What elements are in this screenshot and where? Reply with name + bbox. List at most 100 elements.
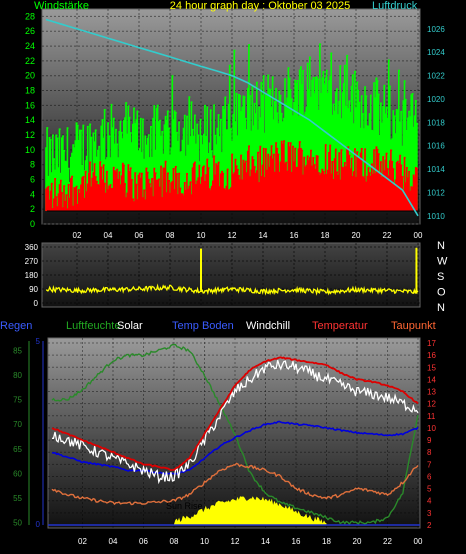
direction-tick-label: 180 <box>25 271 39 280</box>
direction-tick-label: 90 <box>29 285 38 294</box>
wind-series <box>45 140 418 211</box>
x-tick-label: 16 <box>290 231 299 240</box>
solar-area <box>174 496 327 525</box>
gust-series <box>45 43 418 211</box>
wind-tick-label: 20 <box>25 71 35 81</box>
dewpoint-series <box>51 462 419 506</box>
pressure-tick-label: 1022 <box>427 72 445 81</box>
x-tick-label: 00 <box>414 231 423 240</box>
temp-tick-label: 16 <box>427 351 436 360</box>
x-tick-label: 22 <box>383 231 392 240</box>
temperature-series <box>51 356 419 472</box>
x-tick-label: 02 <box>78 537 87 546</box>
windchill-series <box>52 359 419 485</box>
wind-tick-label: 10 <box>25 145 35 155</box>
wind-axis-label: Windstärke <box>34 0 89 12</box>
compass-label: W <box>437 256 448 268</box>
wind-tick-label: 16 <box>25 100 35 110</box>
temp-tick-label: 7 <box>427 460 432 469</box>
x-tick-label: 20 <box>352 231 361 240</box>
temp-tick-label: 17 <box>427 339 436 348</box>
x-tick-label: 22 <box>383 537 392 546</box>
x-tick-label: 06 <box>135 231 144 240</box>
x-tick-label: 04 <box>104 231 113 240</box>
temp-tick-label: 3 <box>427 509 432 518</box>
direction-series <box>45 283 419 296</box>
x-tick-label: 10 <box>200 537 209 546</box>
x-tick-label: 14 <box>261 537 270 546</box>
legend-windchill: Windchill <box>246 320 290 332</box>
x-tick-label: 00 <box>414 537 423 546</box>
wind-tick-label: 28 <box>25 11 35 21</box>
legend-humidity: Luftfeuchte <box>66 320 120 332</box>
humidity-tick-label: 55 <box>13 494 22 503</box>
wind-tick-label: 6 <box>30 175 35 185</box>
sunrise-annotation: Sun Rise <box>166 501 203 511</box>
humidity-tick-label: 50 <box>13 519 22 528</box>
temp-tick-label: 5 <box>427 485 432 494</box>
x-tick-label: 10 <box>197 231 206 240</box>
temp-tick-label: 15 <box>427 363 436 372</box>
humidity-series <box>51 343 419 526</box>
soil-temp-series <box>51 420 419 475</box>
pressure-tick-label: 1014 <box>427 165 445 174</box>
temp-tick-label: 10 <box>427 424 436 433</box>
rain-tick-label: 5 <box>36 337 41 346</box>
temp-tick-label: 6 <box>427 472 432 481</box>
humidity-tick-label: 85 <box>13 346 22 355</box>
pressure-tick-label: 1018 <box>427 118 445 127</box>
x-tick-label: 08 <box>170 537 179 546</box>
legend-soil-temp: Temp Boden <box>172 320 234 332</box>
wind-tick-label: 18 <box>25 86 35 96</box>
pressure-tick-label: 1020 <box>427 95 445 104</box>
x-tick-label: 18 <box>322 537 331 546</box>
x-tick-label: 08 <box>166 231 175 240</box>
compass-label: S <box>437 271 444 283</box>
temp-tick-label: 8 <box>427 448 432 457</box>
x-tick-label: 12 <box>231 537 240 546</box>
wind-tick-label: 0 <box>30 219 35 229</box>
wind-tick-label: 14 <box>25 115 35 125</box>
x-tick-label: 12 <box>228 231 237 240</box>
compass-label: N <box>437 240 445 252</box>
legend-rain: Regen <box>0 320 32 332</box>
legend-dewpoint: Taupunkt <box>391 320 436 332</box>
pressure-tick-label: 1024 <box>427 48 445 57</box>
wind-tick-label: 4 <box>30 189 35 199</box>
chart-title: 24 hour graph day : Oktober 03 2025 <box>170 0 350 12</box>
x-tick-label: 16 <box>292 537 301 546</box>
pressure-series <box>45 18 419 217</box>
compass-label: O <box>437 287 446 299</box>
pressure-tick-label: 1026 <box>427 25 445 34</box>
direction-tick-label: 0 <box>34 299 39 308</box>
wind-tick-label: 12 <box>25 130 35 140</box>
temp-tick-label: 12 <box>427 400 436 409</box>
wind-tick-label: 8 <box>30 160 35 170</box>
humidity-tick-label: 70 <box>13 420 22 429</box>
wind-tick-label: 2 <box>30 204 35 214</box>
direction-tick-label: 270 <box>25 257 39 266</box>
compass-label: N <box>437 302 445 314</box>
wind-tick-label: 22 <box>25 56 35 66</box>
x-tick-label: 02 <box>73 231 82 240</box>
pressure-tick-label: 1012 <box>427 188 445 197</box>
temp-tick-label: 14 <box>427 375 436 384</box>
x-tick-label: 06 <box>139 537 148 546</box>
temp-tick-label: 11 <box>427 412 436 421</box>
x-tick-label: 14 <box>259 231 268 240</box>
pressure-axis-label: Luftdruck <box>372 0 418 12</box>
pressure-tick-label: 1010 <box>427 212 445 221</box>
temp-tick-label: 13 <box>427 388 436 397</box>
pressure-tick-label: 1016 <box>427 142 445 151</box>
wind-tick-label: 24 <box>25 41 35 51</box>
x-tick-label: 18 <box>321 231 330 240</box>
rain-tick-label: 0 <box>36 520 41 529</box>
wind-tick-label: 26 <box>25 26 35 36</box>
humidity-tick-label: 60 <box>13 469 22 478</box>
temp-tick-label: 9 <box>427 436 432 445</box>
humidity-tick-label: 75 <box>13 396 22 405</box>
temp-tick-label: 2 <box>427 521 432 530</box>
legend-temperature: Temperatur <box>312 320 368 332</box>
x-tick-label: 04 <box>109 537 118 546</box>
